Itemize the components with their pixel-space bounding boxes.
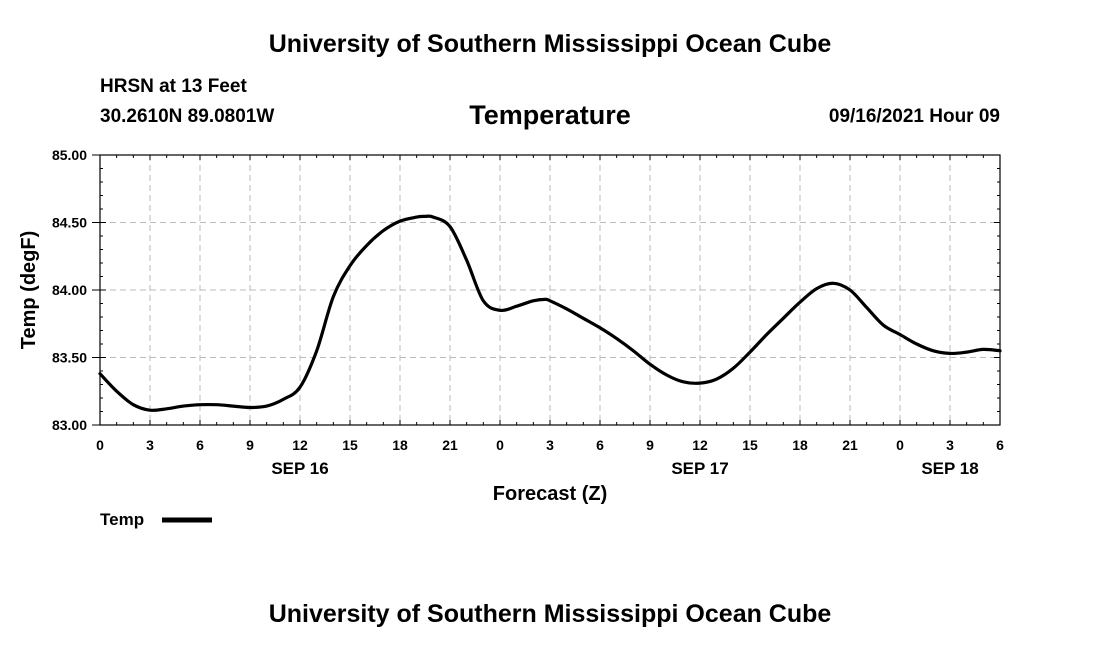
plot-frame [99,154,1001,426]
x-tick-label: 9 [246,437,254,453]
x-tick-label: 12 [692,437,708,453]
chart-title-top: University of Southern Mississippi Ocean… [268,30,832,58]
x-tick-label: 0 [896,437,904,453]
x-tick-label: 6 [996,437,1004,453]
x-tick-label: 3 [146,437,154,453]
y-tick-label: 84.00 [52,282,87,298]
station-coords: 30.2610N 89.0801W [100,106,275,127]
x-tick-label: 18 [792,437,808,453]
grid-lines [100,155,1000,425]
x-tick-label: 15 [742,437,758,453]
x-tick-label: 15 [342,437,358,453]
x-tick-label: 3 [546,437,554,453]
y-tick-label: 84.50 [52,215,87,231]
date-label: SEP 16 [271,459,328,478]
x-tick-label: 12 [292,437,308,453]
x-tick-label: 6 [196,437,204,453]
y-tick-label: 83.50 [52,350,87,366]
temp-series-line [98,214,1002,412]
x-tick-label: 0 [96,437,104,453]
x-axis-label: Forecast (Z) [493,483,607,505]
chart-title-bottom: University of Southern Mississippi Ocean… [268,600,832,628]
tick-labels: 0 3 6 9 12 15 18 21 0 3 6 9 12 15 18 21 0 3 6 83.00 83.50 84.… [52,147,1004,478]
date-label: SEP 18 [921,459,978,478]
x-tick-label: 6 [596,437,604,453]
date-label: SEP 17 [671,459,728,478]
x-tick-label: 21 [842,437,858,453]
plot-title: Temperature [469,100,631,130]
y-tick-label: 83.00 [52,417,87,433]
forecast-timestamp: 09/16/2021 Hour 09 [828,106,1000,127]
x-tick-label: 9 [646,437,654,453]
x-tick-label: 3 [946,437,954,453]
x-tick-label: 0 [496,437,504,453]
y-axis-label: Temp (degF) [18,231,40,350]
station-label: HRSN at 13 Feet [100,76,247,97]
x-tick-label: 21 [442,437,458,453]
legend-label-temp: Temp [100,510,144,529]
x-tick-label: 18 [392,437,408,453]
y-tick-label: 85.00 [52,147,87,163]
legend: Temp [100,510,212,529]
